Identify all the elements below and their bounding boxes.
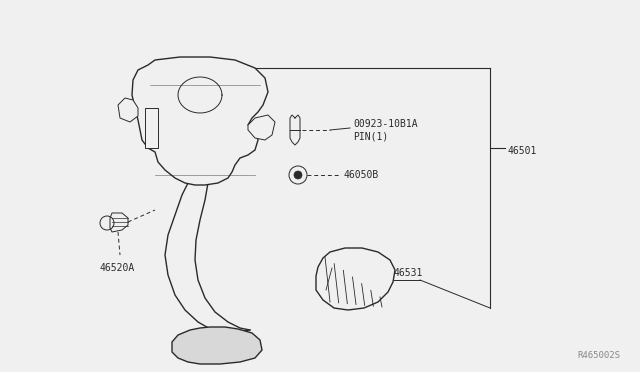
- Text: 46531: 46531: [393, 268, 422, 278]
- Polygon shape: [132, 57, 268, 185]
- Text: PIN(1): PIN(1): [353, 131, 388, 141]
- Text: R465002S: R465002S: [577, 351, 620, 360]
- Polygon shape: [172, 327, 262, 364]
- Text: 46050B: 46050B: [343, 170, 378, 180]
- Text: 46501: 46501: [508, 146, 538, 156]
- Polygon shape: [110, 213, 128, 232]
- Text: 46520A: 46520A: [100, 263, 135, 273]
- Polygon shape: [248, 115, 275, 140]
- Polygon shape: [118, 98, 138, 122]
- Polygon shape: [316, 248, 395, 310]
- Text: 00923-10B1A: 00923-10B1A: [353, 119, 418, 129]
- Circle shape: [294, 171, 302, 179]
- Polygon shape: [145, 108, 158, 148]
